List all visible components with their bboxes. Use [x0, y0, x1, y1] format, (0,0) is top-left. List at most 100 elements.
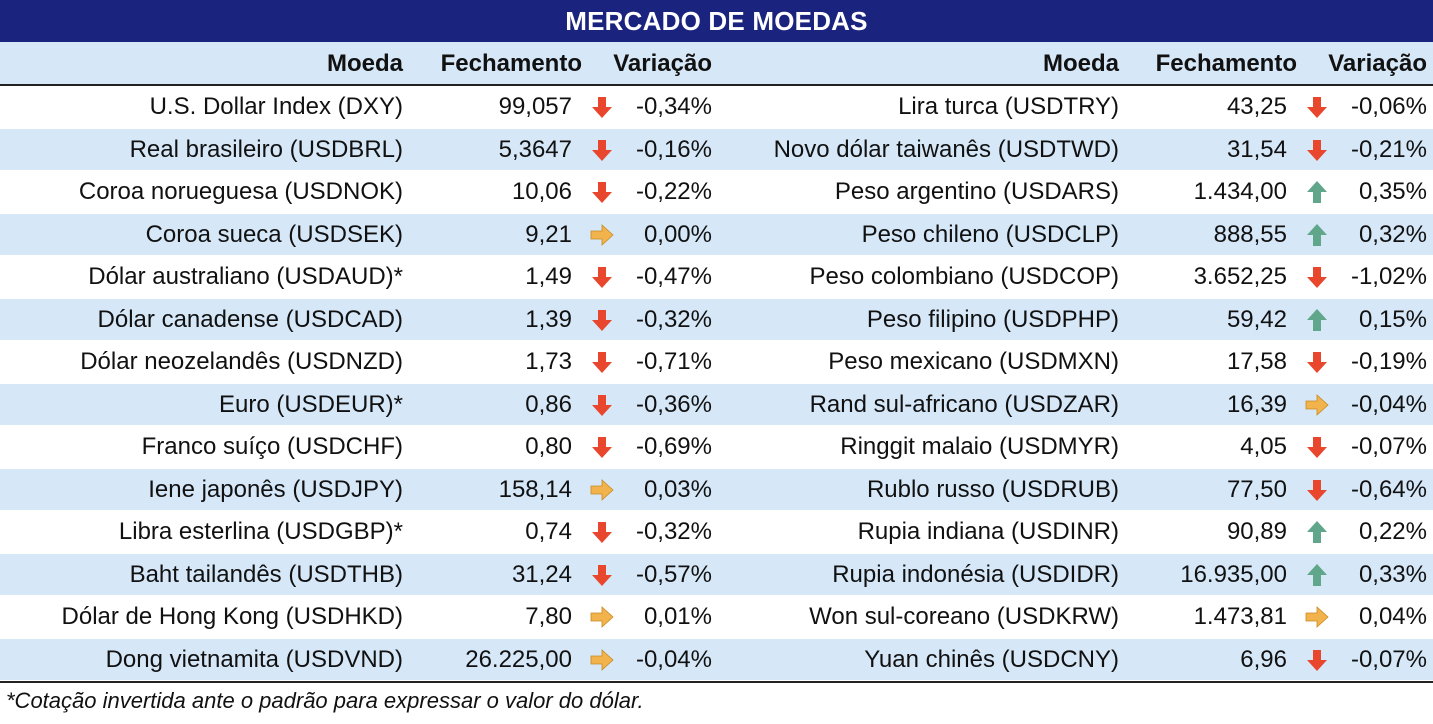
currency-name: Franco suíço (USDCHF) — [141, 433, 403, 460]
currency-name: Peso filipino (USDPHP) — [866, 305, 1119, 333]
currency-name: Ringgit malaio (USDMYR) — [840, 433, 1119, 460]
arrow-flat-icon — [590, 478, 614, 502]
variation-value: 0,00% — [643, 220, 712, 248]
arrow-down-icon — [1305, 138, 1329, 162]
header-moeda-left: Moeda — [326, 50, 403, 77]
variation-value: -0,57% — [635, 560, 712, 588]
table-row: Dólar neozelandês (USDNZD) 1,73 -0,71% Peso… — [0, 341, 1433, 384]
variation-value: -0,71% — [635, 348, 712, 375]
closing-value: 7,80 — [525, 603, 572, 630]
closing-value: 1,39 — [525, 305, 572, 333]
closing-value: 16.935,00 — [1180, 560, 1287, 588]
arrow-down-icon — [590, 265, 614, 289]
arrow-down-icon — [590, 138, 614, 162]
table-row: Coroa norueguesa (USDNOK) 10,06 -0,22% Peso… — [0, 171, 1433, 214]
arrow-down-icon — [590, 95, 614, 119]
currency-name: Baht tailandês (USDTHB) — [129, 560, 403, 588]
variation-value: -0,21% — [1350, 135, 1427, 163]
currency-name: Dólar de Hong Kong (USDHKD) — [61, 603, 403, 630]
variation-value: -0,19% — [1350, 348, 1427, 375]
arrow-down-icon — [1305, 478, 1329, 502]
table-bottom-border — [0, 681, 1433, 683]
table-row: Dólar de Hong Kong (USDHKD) 7,80 0,01% Won … — [0, 596, 1433, 639]
variation-value: 0,32% — [1358, 220, 1427, 248]
currency-name: Real brasileiro (USDBRL) — [129, 135, 403, 163]
variation-value: 0,01% — [643, 603, 712, 630]
arrow-down-icon — [1305, 350, 1329, 374]
header-fechamento-right: Fechamento — [1155, 50, 1297, 77]
currency-name: Peso mexicano (USDMXN) — [828, 348, 1119, 375]
arrow-flat-icon — [1305, 393, 1329, 417]
arrow-down-icon — [1305, 265, 1329, 289]
arrow-down-icon — [1305, 95, 1329, 119]
currency-name: Novo dólar taiwanês (USDTWD) — [773, 135, 1119, 163]
variation-value: -0,04% — [635, 645, 712, 673]
currency-name: Rublo russo (USDRUB) — [866, 475, 1119, 503]
closing-value: 10,06 — [511, 178, 572, 205]
variation-value: -0,22% — [635, 178, 712, 205]
arrow-flat-icon — [590, 605, 614, 629]
variation-value: -0,04% — [1350, 390, 1427, 418]
closing-value: 0,86 — [525, 390, 572, 418]
arrow-down-icon — [590, 180, 614, 204]
arrow-down-icon — [590, 350, 614, 374]
arrow-down-icon — [1305, 648, 1329, 672]
closing-value: 99,057 — [498, 93, 572, 120]
table-title: MERCADO DE MOEDAS — [0, 0, 1433, 42]
closing-value: 17,58 — [1226, 348, 1287, 375]
currency-table-body: U.S. Dollar Index (DXY) 99,057 -0,34% Lira … — [0, 86, 1433, 681]
table-row: Coroa sueca (USDSEK) 9,21 0,00% Peso chilen… — [0, 213, 1433, 256]
arrow-up-icon — [1305, 563, 1329, 587]
closing-value: 26.225,00 — [465, 645, 572, 673]
table-row: Libra esterlina (USDGBP)* 0,74 -0,32% Rupia… — [0, 511, 1433, 554]
arrow-down-icon — [1305, 435, 1329, 459]
variation-value: -0,16% — [635, 135, 712, 163]
footnote: *Cotação invertida ante o padrão para ex… — [6, 688, 644, 713]
table-header: Moeda Fechamento Variação Moeda Fechamen… — [0, 42, 1433, 86]
currency-name: Peso colombiano (USDCOP) — [809, 263, 1119, 290]
variation-value: -0,06% — [1350, 93, 1427, 120]
closing-value: 59,42 — [1226, 305, 1287, 333]
table-row: Dólar canadense (USDCAD) 1,39 -0,32% Peso f… — [0, 298, 1433, 341]
arrow-up-icon — [1305, 520, 1329, 544]
arrow-down-icon — [590, 435, 614, 459]
currency-name: Won sul-coreano (USDKRW) — [809, 603, 1119, 630]
closing-value: 0,80 — [525, 433, 572, 460]
arrow-down-icon — [590, 563, 614, 587]
table-row: Franco suíço (USDCHF) 0,80 -0,69% Ringgit m… — [0, 426, 1433, 469]
header-moeda-right: Moeda — [1042, 50, 1119, 77]
currency-name: Rand sul-africano (USDZAR) — [809, 390, 1119, 418]
currency-name: Rupia indiana (USDINR) — [857, 518, 1119, 545]
currency-name: Dong vietnamita (USDVND) — [105, 645, 403, 673]
variation-value: -0,64% — [1350, 475, 1427, 503]
arrow-up-icon — [1305, 308, 1329, 332]
closing-value: 4,05 — [1240, 433, 1287, 460]
variation-value: -0,69% — [635, 433, 712, 460]
table-row: Real brasileiro (USDBRL) 5,3647 -0,16% Novo… — [0, 128, 1433, 171]
closing-value: 6,96 — [1240, 645, 1287, 673]
variation-value: 0,03% — [643, 475, 712, 503]
arrow-flat-icon — [590, 648, 614, 672]
table-title-text: MERCADO DE MOEDAS — [565, 5, 868, 36]
closing-value: 90,89 — [1226, 518, 1287, 545]
table-row: Dong vietnamita (USDVND) 26.225,00 -0,04% Y… — [0, 638, 1433, 681]
arrow-down-icon — [590, 308, 614, 332]
table-row: Dólar australiano (USDAUD)* 1,49 -0,47% Pes… — [0, 256, 1433, 299]
variation-value: 0,22% — [1358, 518, 1427, 545]
currency-name: Lira turca (USDTRY) — [898, 93, 1119, 120]
header-variacao-left: Variação — [613, 50, 712, 77]
closing-value: 1,73 — [525, 348, 572, 375]
arrow-flat-icon — [1305, 605, 1329, 629]
closing-value: 43,25 — [1226, 93, 1287, 120]
arrow-up-icon — [1305, 180, 1329, 204]
currency-name: Libra esterlina (USDGBP)* — [118, 518, 403, 545]
table-row: Euro (USDEUR)* 0,86 -0,36% Rand sul-african… — [0, 383, 1433, 426]
closing-value: 3.652,25 — [1193, 263, 1287, 290]
currency-name: Euro (USDEUR)* — [218, 390, 403, 418]
variation-value: -0,32% — [635, 305, 712, 333]
closing-value: 888,55 — [1213, 220, 1287, 248]
variation-value: -0,07% — [1350, 433, 1427, 460]
variation-value: -0,32% — [635, 518, 712, 545]
currency-name: Coroa sueca (USDSEK) — [145, 220, 403, 248]
variation-value: 0,15% — [1358, 305, 1427, 333]
